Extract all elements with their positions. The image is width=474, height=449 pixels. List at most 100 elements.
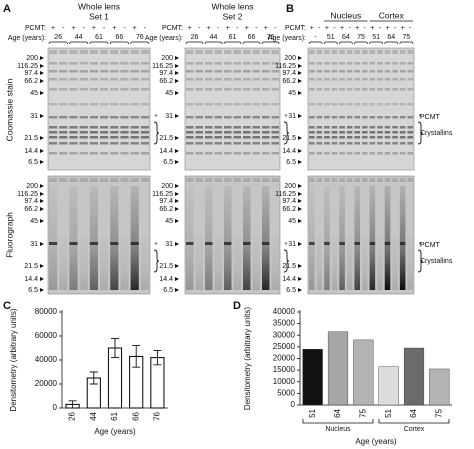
well — [309, 50, 315, 54]
gel-band — [186, 78, 194, 81]
gel-band — [130, 103, 139, 106]
gel-band — [59, 103, 68, 106]
gel-band — [186, 152, 194, 155]
gel-band — [100, 103, 109, 106]
gel-band — [59, 152, 68, 155]
marker-label: 14.4 — [159, 148, 173, 155]
gel-band — [377, 62, 383, 65]
gel-band — [407, 78, 413, 81]
gel-band — [309, 103, 315, 106]
bar — [403, 347, 425, 406]
gel-band — [233, 88, 241, 91]
smear — [186, 186, 194, 290]
gel-band — [120, 136, 129, 139]
bar — [353, 339, 374, 406]
gel-band — [110, 142, 119, 145]
gel-band — [324, 152, 330, 155]
gel-band — [89, 78, 98, 81]
age-label: Age (years): — [145, 35, 183, 42]
marker-label: 97.4 — [159, 198, 173, 205]
gel-band — [377, 103, 383, 106]
smear — [205, 186, 213, 290]
gel-band — [262, 152, 270, 155]
gel-band — [309, 136, 315, 139]
gel-band — [271, 131, 279, 134]
gel-band — [49, 131, 58, 134]
gel-band — [205, 70, 213, 73]
marker-arrow — [175, 56, 179, 60]
gel-band — [316, 142, 323, 145]
well — [354, 178, 360, 182]
age: 26 — [54, 34, 62, 41]
gel-band — [262, 136, 270, 139]
gel-band — [205, 78, 213, 81]
gel-band — [130, 62, 139, 65]
x-axis-label: Age (years) — [94, 427, 136, 436]
well — [339, 178, 345, 182]
gel-band — [331, 136, 338, 139]
gel-band — [110, 136, 119, 139]
gel-band — [49, 103, 58, 106]
gel-band — [309, 142, 315, 145]
gel-band — [392, 131, 398, 134]
pcmt-sign: - — [255, 25, 258, 32]
gel-band — [69, 88, 78, 91]
gel-band — [271, 88, 279, 91]
gel-band — [346, 142, 353, 145]
lane-bracket — [399, 41, 414, 45]
marker-arrow — [298, 71, 302, 75]
row-label: Coomassie stain — [4, 78, 14, 141]
gel-band — [79, 88, 88, 91]
lane-bracket — [223, 41, 242, 45]
marker-label: 6.5 — [163, 287, 173, 294]
error-bar — [89, 371, 98, 385]
marker-arrow — [175, 242, 179, 246]
well — [369, 178, 376, 182]
x-tick-label: 44 — [89, 411, 98, 420]
age: 26 — [191, 34, 199, 41]
marker-arrow — [298, 160, 302, 164]
smear — [399, 186, 406, 290]
gel-band — [377, 126, 383, 129]
x-tick-label: 64 — [409, 408, 418, 417]
gel-band — [186, 131, 194, 134]
age: 44 — [210, 34, 218, 41]
well — [140, 50, 149, 54]
gel-band — [392, 136, 398, 139]
marker-label: 66.2 — [24, 78, 38, 85]
pcmt-sign: + — [51, 25, 55, 32]
gel-band — [399, 70, 406, 73]
gel-band — [324, 103, 330, 106]
gel-band — [69, 152, 78, 155]
gel-band — [205, 126, 213, 129]
gel-band — [399, 152, 406, 155]
gel-band — [100, 142, 109, 145]
marker-arrow — [298, 79, 302, 83]
gel-band — [331, 126, 338, 129]
gel-band — [224, 131, 232, 134]
gel-band — [309, 242, 315, 245]
gel-band — [120, 131, 129, 134]
gel-band — [331, 103, 338, 106]
pcmt-label: PCMT: — [25, 25, 46, 32]
gel-band — [205, 88, 213, 91]
x-tick-label: 75 — [358, 408, 367, 417]
gel-band — [339, 116, 345, 119]
marker-arrow — [40, 277, 44, 281]
gel-band — [233, 142, 241, 145]
gel-band — [195, 103, 203, 106]
gel-band — [140, 126, 149, 129]
marker-arrow — [175, 64, 179, 68]
pcmt-sign: - — [83, 25, 86, 32]
gel-band — [354, 70, 360, 73]
marker-arrow — [298, 288, 302, 292]
marker-arrow — [40, 91, 44, 95]
well — [224, 50, 232, 54]
x-tick-label: 66 — [131, 411, 140, 420]
marker-label: 66.2 — [159, 78, 173, 85]
x-tick-label: 64 — [333, 408, 342, 417]
gel-band — [377, 142, 383, 145]
gel-band — [224, 88, 232, 91]
marker-label: 45 — [30, 218, 38, 225]
bar — [327, 331, 349, 406]
